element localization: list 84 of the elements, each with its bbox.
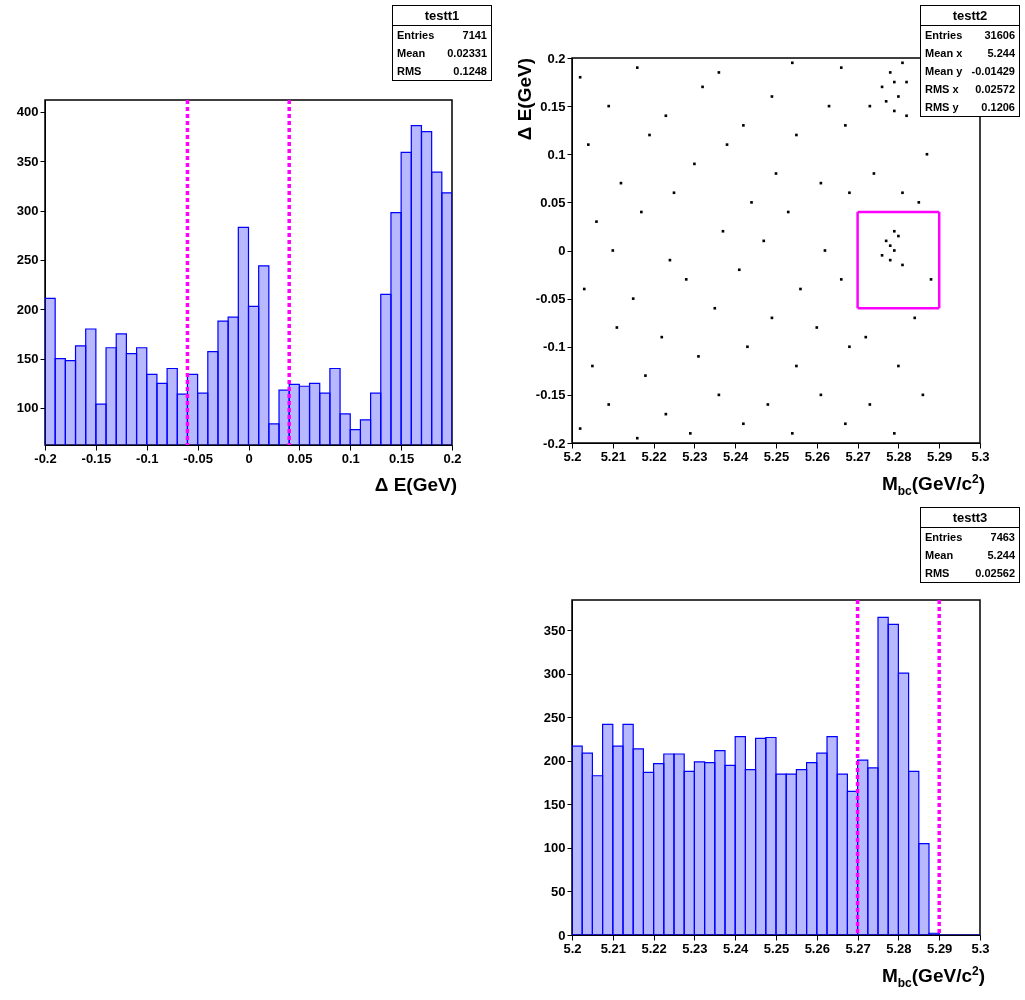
y-tick-label: 0 [558, 243, 566, 258]
x-tick-label: -0.2 [34, 450, 57, 466]
y-tick-label: 150 [543, 796, 566, 812]
annotation: Mean x [925, 47, 963, 59]
text: 7141 [462, 29, 487, 41]
y-tick-label: 0 [558, 927, 566, 943]
x-tick-label: 5.23 [682, 940, 708, 956]
x-tick-label: 5.24 [723, 940, 750, 956]
text: Mean [925, 549, 954, 561]
text: RMS [925, 567, 950, 579]
x-tick-label: 5.3 [971, 448, 990, 464]
y-tick-label: 200 [16, 301, 39, 317]
text: 0.1248 [453, 65, 487, 77]
x-tick-label: 5.25 [763, 448, 790, 464]
text: RMS [397, 65, 422, 77]
y-tick-label: 350 [543, 622, 566, 638]
text: testt1 [393, 6, 491, 26]
x-tick-label: 0.15 [388, 450, 415, 466]
x-tick-label: 5.21 [600, 940, 626, 956]
text: 0.1206 [981, 101, 1015, 113]
x-tick-label: 5.25 [763, 940, 790, 956]
x-tick-label: 0.1 [341, 450, 360, 466]
x-tick-label: 0 [245, 450, 253, 466]
text: 31606 [984, 29, 1015, 41]
text: 5.244 [987, 549, 1015, 561]
x-tick-label: 5.2 [563, 448, 582, 464]
text: 7463 [990, 531, 1015, 543]
y-tick-label: 0.05 [540, 194, 566, 210]
x-tick-label: 5.22 [641, 448, 667, 464]
y-axis-title: Δ E(GeV) [514, 58, 536, 141]
text: Entries [925, 29, 963, 41]
x-tick-label: 5.23 [682, 448, 708, 464]
y-tick-label: 200 [543, 753, 566, 769]
y-tick-label: 50 [551, 883, 566, 899]
y-tick-label: -0.05 [535, 291, 566, 307]
x-axis-title: Δ E(GeV) [374, 474, 457, 496]
annotation: -0.01429 [971, 65, 1015, 77]
annotation: Mean y [925, 65, 963, 77]
x-tick-label: 0.2 [443, 450, 462, 466]
text: testt3 [921, 508, 1019, 528]
y-tick-label: 350 [16, 153, 39, 169]
x-tick-label: 5.26 [804, 448, 830, 464]
text: 5.244 [987, 47, 1015, 59]
x-tick-label: 5.27 [845, 940, 871, 956]
text: testt2 [921, 6, 1019, 26]
x-tick-label: 0.05 [287, 450, 313, 466]
x-tick-label: 5.28 [886, 940, 912, 956]
y-tick-label: -0.15 [535, 387, 566, 403]
text: Mean [397, 47, 426, 59]
x-tick-label: 5.24 [723, 448, 750, 464]
x-tick-label: 5.3 [971, 940, 990, 956]
y-tick-label: 100 [543, 840, 566, 856]
x-axis-title: M$_{bc}$(GeV/c$^{2}$) [881, 964, 985, 991]
text: Entries [397, 29, 435, 41]
text: Entries [925, 531, 963, 543]
y-tick-label: 300 [543, 666, 566, 682]
x-tick-label: -0.15 [81, 450, 112, 466]
y-tick-label: 250 [16, 252, 39, 268]
x-tick-label: -0.05 [183, 450, 213, 466]
annotation: RMS y [925, 101, 959, 113]
y-tick-label: 150 [16, 351, 39, 367]
x-tick-label: 5.2 [563, 940, 582, 956]
x-tick-label: 5.29 [927, 940, 953, 956]
y-tick-label: 250 [543, 709, 566, 725]
x-tick-label: 5.27 [845, 448, 871, 464]
text: 0.02331 [447, 47, 487, 59]
x-tick-label: 5.22 [641, 940, 667, 956]
annotation: 0.02572 [975, 83, 1015, 95]
y-tick-label: 100 [16, 400, 39, 416]
y-tick-label: 0.15 [540, 98, 566, 114]
y-tick-label: 0.1 [547, 146, 566, 162]
text: 0.02562 [975, 567, 1015, 579]
y-tick-label: -0.2 [543, 435, 566, 451]
y-tick-label: 300 [16, 203, 39, 219]
x-tick-label: 5.26 [804, 940, 830, 956]
x-axis-title: M$_{bc}$(GeV/c$^{2}$) [881, 472, 985, 499]
y-tick-label: 0.2 [547, 50, 566, 66]
x-tick-label: 5.29 [927, 448, 953, 464]
x-tick-label: 5.28 [886, 448, 912, 464]
x-tick-label: -0.1 [136, 450, 159, 466]
y-tick-label: -0.1 [543, 339, 566, 355]
annotation: RMS x [925, 83, 959, 95]
x-tick-label: 5.21 [600, 448, 626, 464]
y-tick-label: 400 [16, 104, 39, 120]
